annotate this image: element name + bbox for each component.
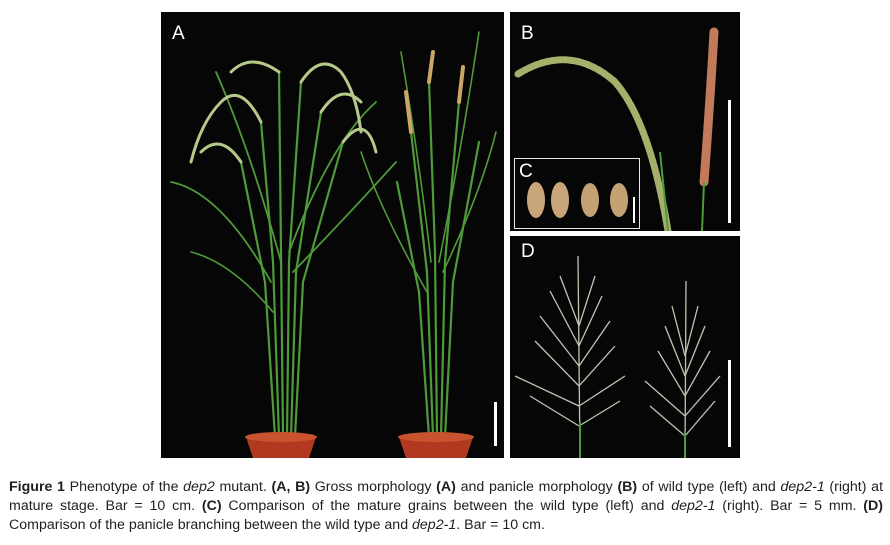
panel-a: A [161,12,504,458]
caption-panel-ref: (A, B) [271,479,311,495]
caption-text: Gross morphology [310,479,437,495]
panel-c: C [514,158,640,229]
caption-text: of wild type (left) and [637,479,781,495]
panicle-illustration [514,27,731,231]
caption-title: Figure 1 [9,479,65,495]
caption-text: and panicle morphology [455,479,618,495]
caption-text: (right) at mature stage. Bar = 10 cm. [9,479,884,514]
panel-label-d: D [521,241,535,262]
panel-d: D [510,236,740,458]
panicle-branching-illustration [514,255,731,458]
caption-gene: dep2 [183,479,215,495]
caption-mutant: dep2-1 [671,498,716,514]
caption-mutant: dep2-1 [412,517,457,533]
caption-text: mutant. [214,479,272,495]
caption-text: . Bar = 10 cm. [456,517,545,533]
caption-panel-ref: (B) [617,479,638,495]
plants-illustration [170,31,497,458]
panel-label-b: B [521,23,534,44]
scale-bar-c [633,197,635,223]
grains-illustration [527,182,635,223]
caption-text: Comparison of the mature grains between … [221,498,672,514]
scale-bar-a [494,402,497,446]
scale-bar-b [728,100,731,223]
caption-panel-ref: (D) [863,498,883,514]
panel-label-c: C [519,161,533,182]
caption-mutant: dep2-1 [780,479,825,495]
panel-label-a: A [172,23,185,44]
figure-caption: Figure 1 Phenotype of the dep2 mutant. (… [9,478,883,535]
caption-text: Phenotype of the [64,479,184,495]
caption-panel-ref: (A) [436,479,456,495]
caption-panel-ref: (C) [201,498,222,514]
caption-text: (right). Bar = 5 mm. [715,498,864,514]
scale-bar-d [728,360,731,447]
caption-text: Comparison of the panicle branching betw… [9,517,413,533]
